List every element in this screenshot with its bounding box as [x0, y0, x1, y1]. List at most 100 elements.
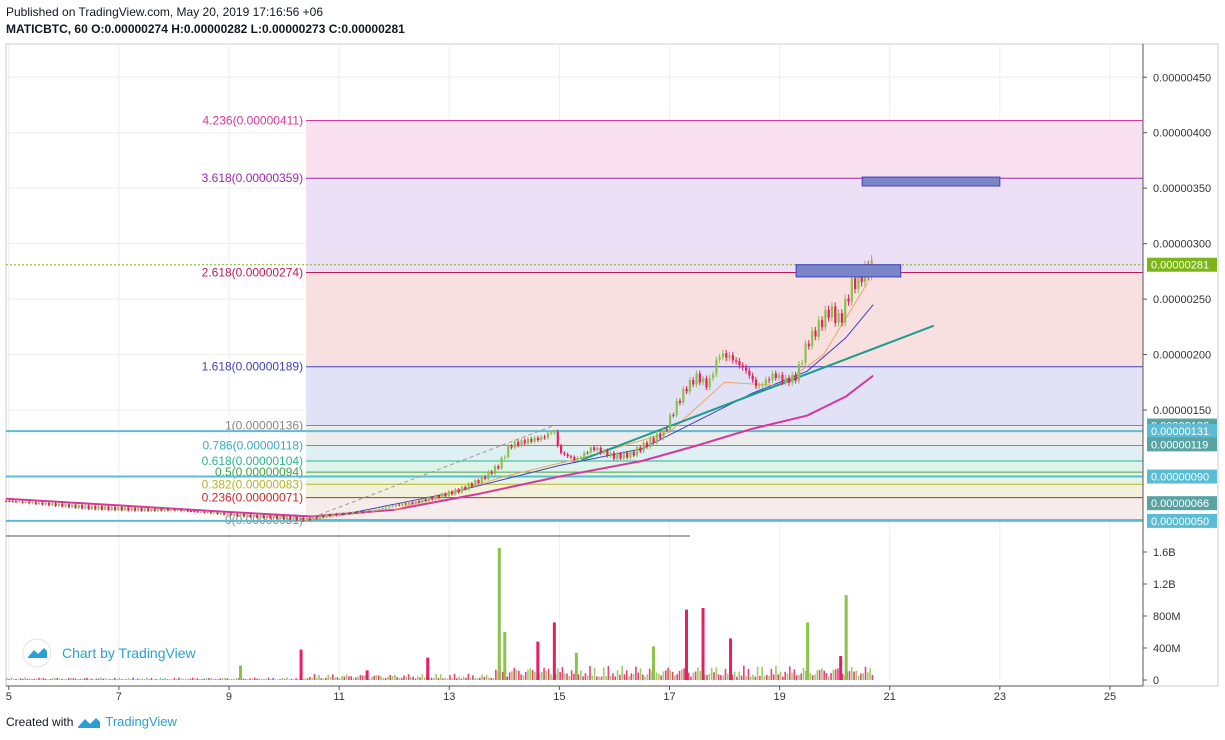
- candle-body: [550, 432, 553, 434]
- volume-bar: [109, 679, 111, 680]
- volume-bar: [529, 668, 532, 680]
- candle-body: [80, 504, 84, 509]
- volume-bar: [311, 678, 313, 680]
- candle-body: [622, 452, 625, 459]
- time-tick-label: 21: [884, 691, 896, 703]
- volume-bar: [779, 671, 782, 680]
- candle-body: [213, 512, 216, 514]
- candle-body: [708, 378, 711, 388]
- volume-bar: [435, 674, 437, 680]
- volume-bar: [430, 677, 433, 680]
- candle-body: [579, 457, 583, 459]
- candle-body: [705, 378, 708, 388]
- volume-bar: [359, 674, 362, 680]
- candle-body: [338, 513, 341, 516]
- volume-bar: [256, 678, 258, 680]
- volume-bar: [180, 678, 183, 680]
- volume-pane: [6, 535, 874, 680]
- volume-bar: [17, 679, 20, 680]
- price-tick-label: 0.00000200: [1153, 350, 1211, 362]
- volume-bar: [690, 676, 692, 680]
- fib-label: 4.236(0.00000411): [203, 114, 304, 128]
- candle-body: [840, 313, 844, 323]
- volume-bar: [683, 668, 685, 680]
- candle-body: [477, 480, 480, 484]
- candle-body: [460, 486, 464, 493]
- volume-bar: [111, 678, 114, 680]
- candle-body: [847, 298, 850, 302]
- ma-fast-line: [394, 282, 869, 511]
- volume-bar: [45, 678, 47, 680]
- candle-body: [441, 493, 444, 499]
- target-box: [795, 264, 902, 278]
- volume-bar: [605, 676, 607, 680]
- candle-body: [84, 505, 87, 509]
- volume-bar: [743, 665, 745, 680]
- candle-body: [332, 513, 335, 517]
- candle-body: [249, 514, 252, 518]
- volume-bar: [286, 677, 288, 680]
- volume-bar: [465, 677, 467, 680]
- volume-bar: [591, 675, 594, 680]
- volume-bar: [458, 676, 460, 680]
- volume-bar: [710, 667, 713, 680]
- volume-bar: [302, 679, 304, 680]
- volume-bar: [708, 673, 711, 680]
- volume-bar: [816, 670, 819, 680]
- candle-body: [398, 504, 401, 506]
- candle-body: [170, 509, 173, 511]
- volume-bar: [609, 675, 612, 680]
- volume-bar: [175, 678, 178, 680]
- candle-body: [807, 343, 810, 347]
- volume-bar: [697, 667, 699, 680]
- candle-body: [484, 476, 487, 479]
- candle-body: [645, 442, 649, 447]
- volume-bar: [309, 677, 311, 680]
- volume-bar: [212, 678, 215, 680]
- volume-bar: [265, 678, 268, 680]
- candle-body: [450, 491, 454, 495]
- volume-bar: [361, 675, 364, 680]
- volume-bar: [561, 666, 564, 680]
- volume-bar: [58, 678, 61, 680]
- candle-body: [269, 515, 272, 519]
- footer-brand[interactable]: TradingView: [105, 714, 177, 729]
- volume-bar: [655, 672, 658, 680]
- volume-bar: [614, 676, 617, 680]
- volume-bar: [492, 677, 495, 680]
- time-tick-label: 9: [226, 691, 232, 703]
- volume-bar: [297, 679, 300, 680]
- candle-body: [467, 483, 470, 490]
- volume-bar: [260, 679, 263, 680]
- volume-bar: [607, 666, 610, 680]
- volume-bar: [547, 668, 550, 680]
- volume-bar: [10, 677, 13, 680]
- volume-bar: [191, 677, 194, 680]
- time-tick-label: 13: [443, 691, 455, 703]
- candle-body: [199, 511, 203, 513]
- candle-body: [110, 506, 113, 510]
- candle-body: [368, 511, 371, 513]
- candle-body: [325, 514, 328, 518]
- volume-bar: [644, 676, 646, 680]
- volume-bar: [506, 676, 509, 680]
- candle-body: [632, 451, 635, 456]
- volume-bar: [740, 675, 743, 680]
- volume-bar: [334, 677, 336, 680]
- volume-bar: [274, 679, 277, 680]
- volume-bar: [726, 673, 729, 680]
- candle-body: [497, 466, 500, 469]
- volume-bar: [51, 678, 54, 680]
- volume-bar: [325, 677, 327, 680]
- price-tag-label: 0.00000119: [1151, 439, 1208, 451]
- candle-body: [850, 278, 853, 302]
- volume-bar: [749, 676, 752, 680]
- volume-bar: [318, 674, 320, 680]
- candle-body: [583, 452, 586, 458]
- watermark[interactable]: Chart by TradingView: [20, 638, 196, 668]
- candle-body: [725, 353, 728, 358]
- volume-bar: [570, 670, 573, 680]
- volume-bar: [164, 677, 167, 680]
- fib-zone: [306, 445, 1143, 462]
